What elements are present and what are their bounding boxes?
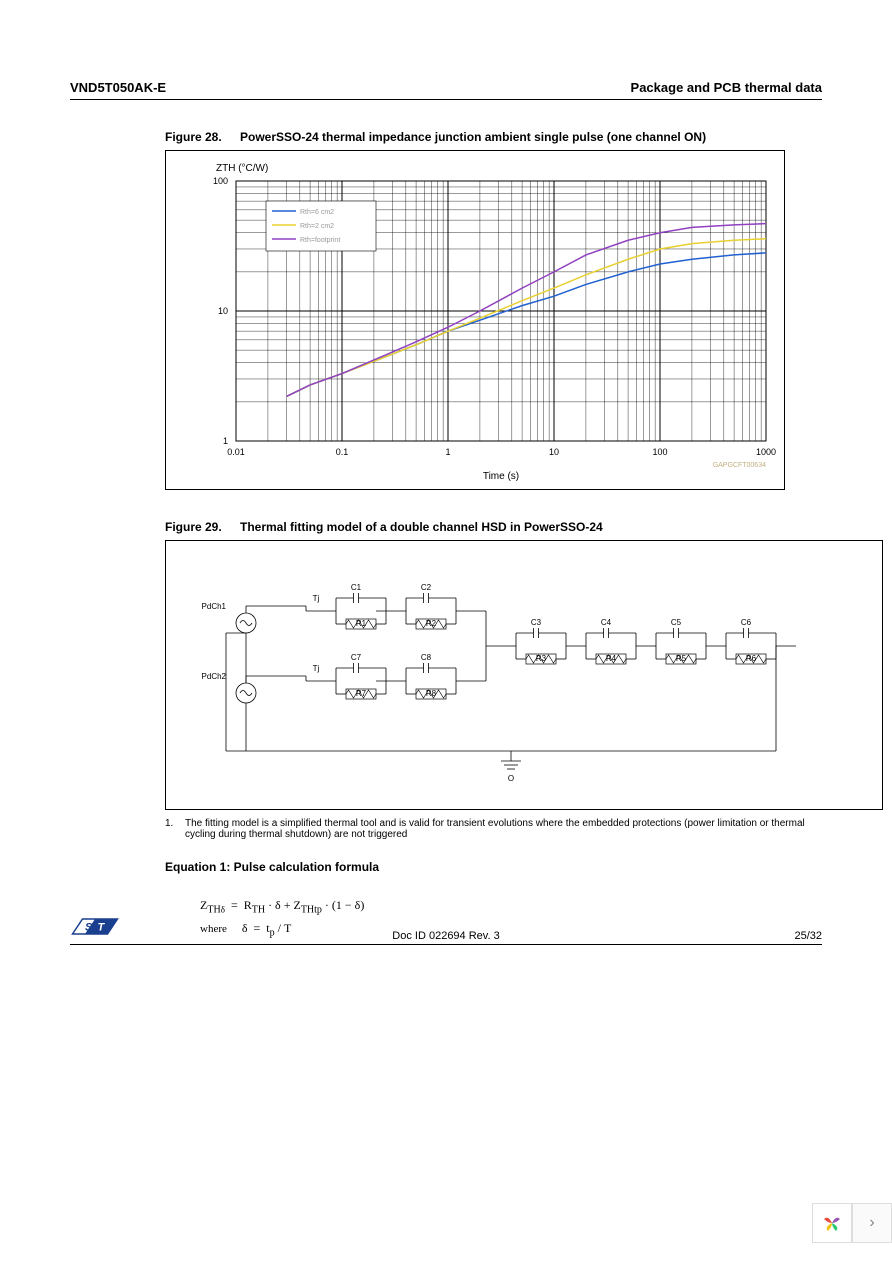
svg-text:ZTH (°C/W): ZTH (°C/W) xyxy=(216,163,268,174)
svg-text:0.01: 0.01 xyxy=(227,447,245,457)
svg-text:C4: C4 xyxy=(601,618,612,627)
svg-text:C6: C6 xyxy=(741,618,752,627)
svg-text:C3: C3 xyxy=(531,618,542,627)
svg-text:1000: 1000 xyxy=(756,447,776,457)
figure-29-label: Figure 29. xyxy=(165,520,240,534)
figure-29-footnote: 1. The fitting model is a simplified the… xyxy=(165,818,822,840)
figure-29-title: Figure 29. Thermal fitting model of a do… xyxy=(165,520,822,534)
thermal-impedance-chart: 0.01 0.1 1 10 100 1000 1 10 100 ZTH (°C/W) Time (s… xyxy=(166,151,786,491)
svg-text:Tj: Tj xyxy=(313,664,320,673)
svg-text:C5: C5 xyxy=(671,618,682,627)
svg-text:R4: R4 xyxy=(606,654,617,663)
svg-text:0.1: 0.1 xyxy=(336,447,349,457)
nav-next-button[interactable]: › xyxy=(852,1203,892,1243)
svg-text:R7: R7 xyxy=(356,689,367,698)
svg-text:Rth=6 cm2: Rth=6 cm2 xyxy=(300,209,334,216)
svg-text:Tj: Tj xyxy=(313,594,320,603)
footer-page-number: 25/32 xyxy=(794,930,822,942)
svg-text:C7: C7 xyxy=(351,653,362,662)
svg-text:PdCh2: PdCh2 xyxy=(202,672,227,681)
figure-28-caption: PowerSSO-24 thermal impedance junction a… xyxy=(240,130,706,144)
equation-line-1: ZTHδ = RTH · δ + ZTHtp · (1 − δ) xyxy=(200,898,822,915)
figure-29-caption: Thermal fitting model of a double channe… xyxy=(240,520,603,534)
svg-text:100: 100 xyxy=(652,447,667,457)
svg-text:10: 10 xyxy=(549,447,559,457)
svg-text:C1: C1 xyxy=(351,583,362,592)
thermal-model-circuit: PdCh1 PdCh2 Tj Tj C1 R1 C2 R2 C7 R7 C8 R8 C3 R3 C4 R4 C5… xyxy=(166,541,884,811)
svg-text:R6: R6 xyxy=(746,654,757,663)
svg-text:R2: R2 xyxy=(426,619,437,628)
svg-text:Rth=2 cm2: Rth=2 cm2 xyxy=(300,223,334,230)
svg-text:C8: C8 xyxy=(421,653,432,662)
svg-text:GAPGCFT00634: GAPGCFT00634 xyxy=(713,462,766,469)
page-footer: S T Doc ID 022694 Rev. 3 25/32 xyxy=(70,914,822,945)
nav-logo-button[interactable] xyxy=(812,1203,852,1243)
svg-text:1: 1 xyxy=(445,447,450,457)
svg-text:PdCh1: PdCh1 xyxy=(202,602,227,611)
st-logo: S T xyxy=(70,914,120,942)
header-part-number: VND5T050AK-E xyxy=(70,80,166,95)
figure-29-circuit: PdCh1 PdCh2 Tj Tj C1 R1 C2 R2 C7 R7 C8 R8 C3 R3 C4 R4 C5… xyxy=(165,540,883,810)
svg-text:R1: R1 xyxy=(356,619,367,628)
svg-text:R5: R5 xyxy=(676,654,687,663)
svg-text:O: O xyxy=(508,774,514,783)
svg-text:Time (s): Time (s) xyxy=(483,471,519,482)
page-header: VND5T050AK-E Package and PCB thermal dat… xyxy=(70,80,822,100)
footnote-text: The fitting model is a simplified therma… xyxy=(185,818,822,840)
equation-title: Equation 1: Pulse calculation formula xyxy=(165,860,822,874)
page-container: VND5T050AK-E Package and PCB thermal dat… xyxy=(0,0,892,985)
svg-text:R8: R8 xyxy=(426,689,437,698)
figure-28-title: Figure 28. PowerSSO-24 thermal impedance… xyxy=(165,130,822,144)
footnote-number: 1. xyxy=(165,818,185,840)
nav-widget: › xyxy=(812,1203,892,1243)
footer-doc-id: Doc ID 022694 Rev. 3 xyxy=(392,930,499,942)
flower-icon xyxy=(820,1211,844,1235)
svg-text:100: 100 xyxy=(213,176,228,186)
svg-text:1: 1 xyxy=(223,436,228,446)
figure-28-label: Figure 28. xyxy=(165,130,240,144)
figure-28-chart: 0.01 0.1 1 10 100 1000 1 10 100 ZTH (°C/W) Time (s… xyxy=(165,150,785,490)
svg-text:C2: C2 xyxy=(421,583,432,592)
svg-text:R3: R3 xyxy=(536,654,547,663)
header-section-title: Package and PCB thermal data xyxy=(631,80,822,95)
svg-text:10: 10 xyxy=(218,306,228,316)
svg-text:S: S xyxy=(85,921,93,933)
svg-text:Rth=footprint: Rth=footprint xyxy=(300,237,340,244)
